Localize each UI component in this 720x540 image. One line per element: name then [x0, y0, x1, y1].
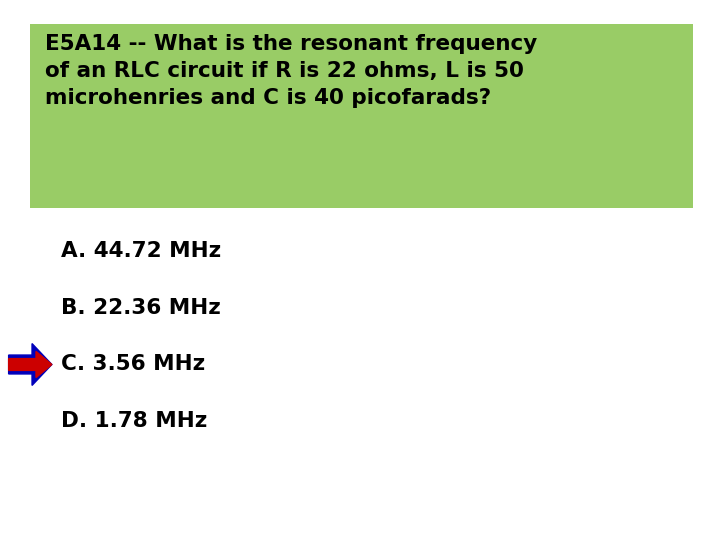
FancyArrow shape [9, 352, 52, 377]
FancyBboxPatch shape [30, 24, 693, 208]
Text: B. 22.36 MHz: B. 22.36 MHz [61, 298, 221, 318]
Text: D. 1.78 MHz: D. 1.78 MHz [61, 411, 207, 431]
FancyArrow shape [9, 343, 52, 386]
Text: E5A14 -- What is the resonant frequency
of an RLC circuit if R is 22 ohms, L is : E5A14 -- What is the resonant frequency … [45, 34, 537, 109]
Text: C. 3.56 MHz: C. 3.56 MHz [61, 354, 205, 375]
Text: A. 44.72 MHz: A. 44.72 MHz [61, 241, 221, 261]
